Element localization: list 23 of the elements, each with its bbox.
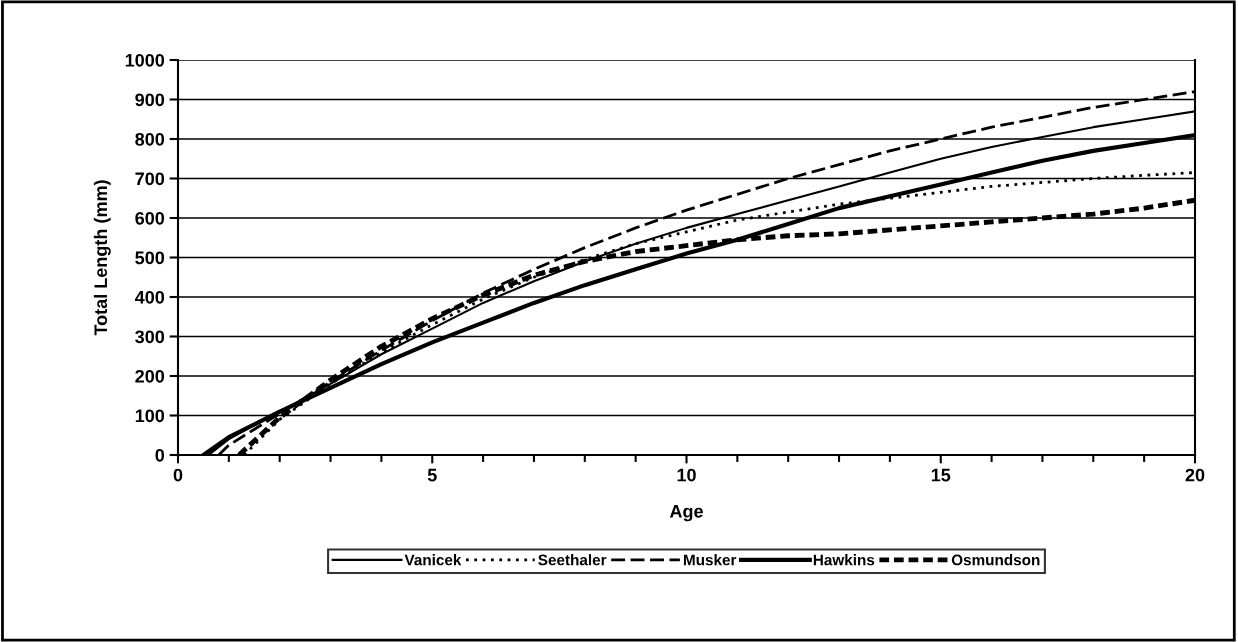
y-tick-label: 500 — [135, 251, 165, 265]
y-tick-label: 1000 — [125, 53, 165, 67]
legend-label: Hawkins — [813, 554, 875, 566]
y-tick-label: 100 — [135, 409, 165, 423]
x-tick-label: 20 — [1185, 468, 1205, 482]
y-tick-label: 400 — [134, 290, 165, 304]
x-axis-title: Age — [669, 505, 703, 522]
y-tick-label: 0 — [155, 448, 165, 462]
y-tick-label: 800 — [135, 132, 165, 146]
y-tick-label: 900 — [135, 93, 165, 107]
x-tick-label: 15 — [931, 468, 951, 482]
legend-label: Musker — [683, 554, 737, 566]
y-axis-title: Total Length (mm) — [93, 180, 111, 336]
y-tick-label: 200 — [135, 369, 165, 383]
y-tick-label: 700 — [135, 172, 165, 186]
x-tick-label: 10 — [677, 468, 696, 482]
x-tick-label: 0 — [173, 468, 183, 482]
y-tick-label: 300 — [135, 330, 165, 344]
legend-label: Osmundson — [951, 554, 1040, 566]
y-tick-label: 600 — [135, 211, 165, 225]
legend-label: Vanicek — [404, 554, 462, 566]
x-tick-label: 5 — [427, 468, 437, 482]
legend-label: Seethaler — [538, 554, 607, 566]
